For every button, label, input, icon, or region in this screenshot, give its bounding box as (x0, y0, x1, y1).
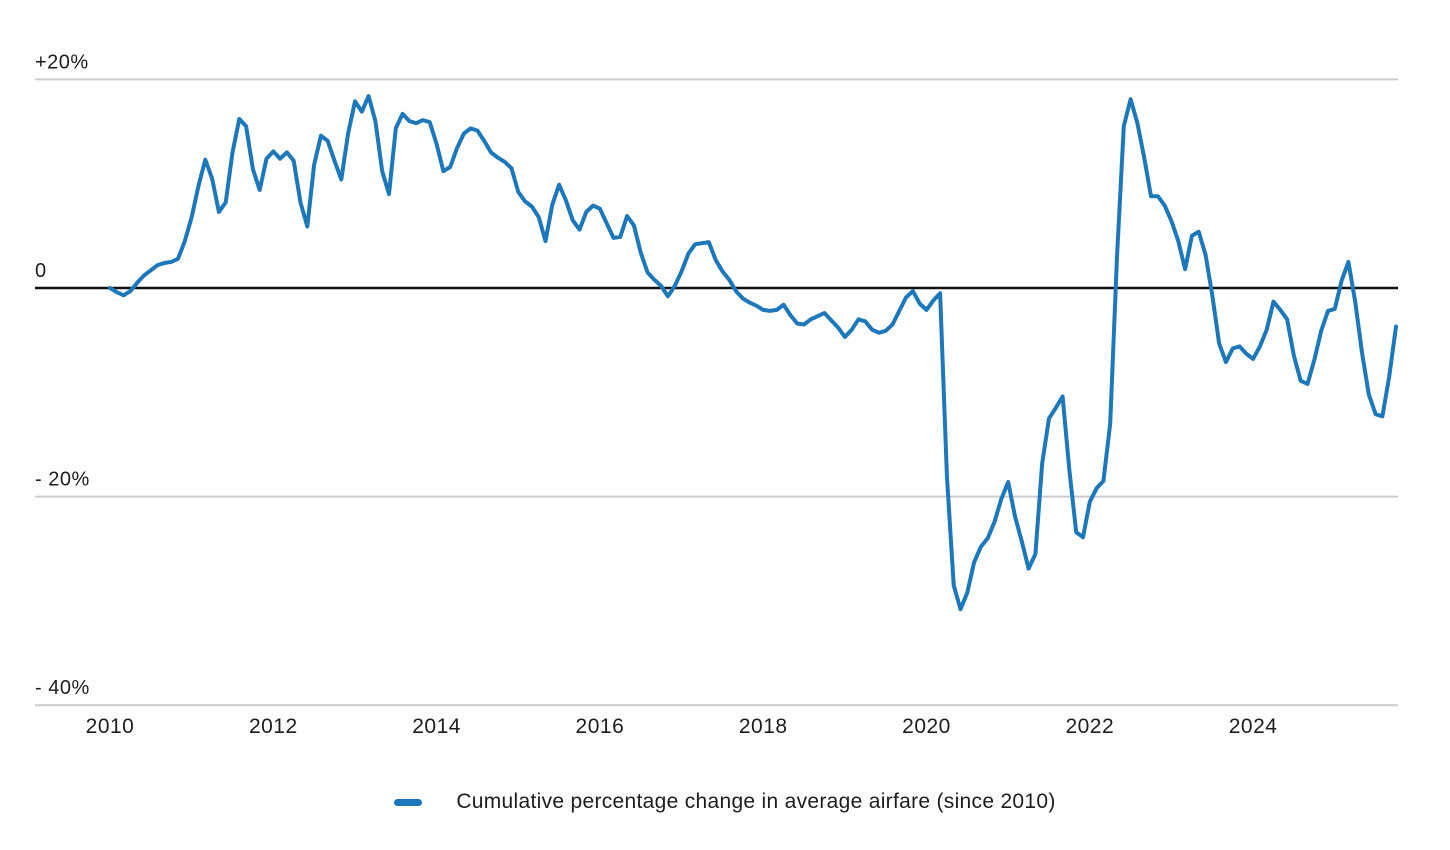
y-tick-label: - 40% (35, 677, 90, 699)
y-tick-label: - 20% (35, 469, 90, 491)
x-tick-label: 2022 (1065, 715, 1114, 738)
legend-label: Cumulative percentage change in average … (456, 790, 1056, 813)
line-chart: +20% 0 - 20% - 40% 2010 2012 2014 2016 2018 2020 2… (35, 51, 1398, 738)
x-tick-label: 2024 (1229, 715, 1278, 738)
legend-line-swatch (394, 798, 423, 806)
x-tick-label: 2010 (86, 715, 135, 738)
x-tick-label: 2020 (902, 715, 951, 738)
x-tick-label: 2012 (249, 715, 298, 738)
x-tick-label: 2014 (412, 715, 461, 738)
legend: Cumulative percentage change in average … (0, 790, 1450, 814)
y-tick-label: 0 (35, 260, 47, 282)
line-chart-canvas: +20% 0 - 20% - 40% 2010 2012 2014 2016 2018 2020 2… (35, 51, 1398, 738)
y-tick-label: +20% (35, 51, 89, 73)
x-tick-label: 2016 (576, 715, 625, 738)
airfare-series-line (108, 94, 1398, 612)
x-tick-label: 2018 (739, 715, 788, 738)
